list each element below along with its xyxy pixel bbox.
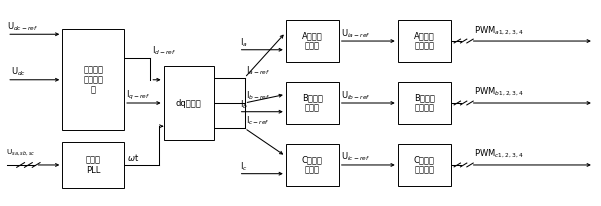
Text: I$_{a}$: I$_{a}$ [240,36,248,49]
Text: PWM$_{b1,2,3,4}$: PWM$_{b1,2,3,4}$ [474,86,524,98]
Text: I$_{c-ref}$: I$_{c-ref}$ [246,115,270,127]
FancyBboxPatch shape [163,66,213,140]
Text: I$_{b-ref}$: I$_{b-ref}$ [246,89,270,102]
FancyBboxPatch shape [286,82,339,124]
Text: I$_{q-ref}$: I$_{q-ref}$ [126,89,150,102]
Text: B相单极
倍频调制: B相单极 倍频调制 [413,93,435,113]
Text: 锁相环
PLL: 锁相环 PLL [86,155,101,175]
Text: dq反变换: dq反变换 [175,98,201,108]
Text: $\omega$t: $\omega$t [127,152,139,163]
Text: C相单极
倍频调制: C相单极 倍频调制 [413,155,435,175]
Text: U$_{dc-ref}$: U$_{dc-ref}$ [7,20,38,33]
FancyBboxPatch shape [398,144,451,186]
Text: I$_{c}$: I$_{c}$ [240,160,248,173]
Text: I$_{b}$: I$_{b}$ [240,98,248,111]
Text: U$_{dc}$: U$_{dc}$ [11,66,26,78]
FancyBboxPatch shape [63,29,124,130]
FancyBboxPatch shape [398,82,451,124]
Text: U$_{ia-ref}$: U$_{ia-ref}$ [341,27,370,40]
Text: PWM$_{c1,2,3,4}$: PWM$_{c1,2,3,4}$ [474,148,523,160]
Text: A相电流
控制器: A相电流 控制器 [302,31,323,51]
FancyBboxPatch shape [63,142,124,188]
Text: B相电流
控制器: B相电流 控制器 [302,93,323,113]
FancyBboxPatch shape [398,20,451,62]
FancyBboxPatch shape [286,20,339,62]
Text: I$_{a-ref}$: I$_{a-ref}$ [246,64,270,77]
Text: 直流馈网
电压控制
器: 直流馈网 电压控制 器 [83,65,103,95]
Text: A相单极
倍频调制: A相单极 倍频调制 [414,31,435,51]
Text: U$_{ib-ref}$: U$_{ib-ref}$ [341,89,370,102]
Text: U$_{sa,sb,sc}$: U$_{sa,sb,sc}$ [6,147,35,157]
Text: C相电流
控制器: C相电流 控制器 [302,155,323,175]
FancyBboxPatch shape [286,144,339,186]
Text: I$_{d-ref}$: I$_{d-ref}$ [152,44,176,57]
Text: U$_{ic-ref}$: U$_{ic-ref}$ [341,151,370,164]
Text: PWM$_{a1,2,3,4}$: PWM$_{a1,2,3,4}$ [474,24,524,36]
